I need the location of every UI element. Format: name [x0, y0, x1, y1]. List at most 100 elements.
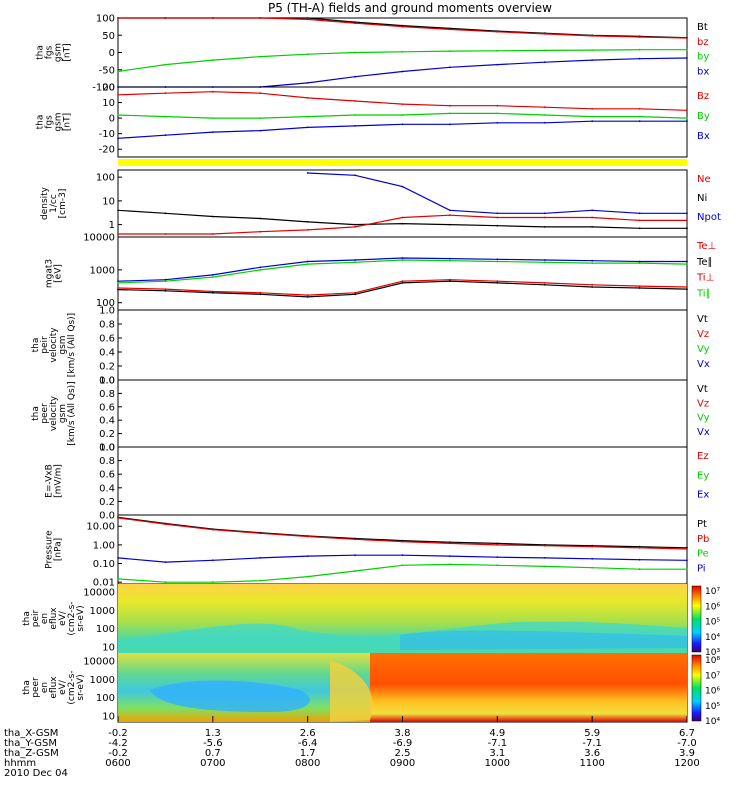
ephemeris-value: -6.4 [298, 738, 318, 749]
y-axis-label: tha [36, 115, 46, 130]
y-tick-label: 0 [109, 48, 115, 59]
ephemeris-row-label: tha_X-GSM [4, 728, 58, 739]
series-Pt [117, 516, 688, 549]
electron-spectrogram-right [370, 653, 687, 722]
data-point [306, 229, 309, 231]
data-point [401, 280, 404, 283]
data-point [449, 50, 451, 52]
legend-entry: Ey [697, 470, 709, 481]
ephemeris-value: 3.8 [395, 728, 411, 739]
ion-colorbar [691, 585, 702, 653]
quality-flag-bar [118, 159, 687, 166]
ephemeris-value: 3.9 [679, 748, 695, 759]
data-point [401, 554, 404, 557]
ephemeris-value: 1.3 [205, 728, 221, 739]
data-point [449, 278, 451, 281]
data-point [306, 221, 309, 223]
ephemeris-value: 1000 [485, 758, 510, 769]
data-point [306, 53, 309, 56]
data-point [543, 565, 546, 568]
data-point [591, 286, 594, 288]
data-point [401, 114, 404, 116]
panel-5: tha peir velocity gsm [km/s (All Qs)] 1.0 0.8 0… [31, 306, 710, 387]
data-point [164, 278, 167, 281]
data-point [306, 115, 309, 118]
data-point [591, 120, 594, 123]
y-tick-label: -20 [99, 145, 115, 156]
data-point [638, 212, 641, 215]
data-point [686, 263, 688, 265]
data-point [259, 579, 262, 582]
y-axis-label: [nPa] [54, 538, 64, 561]
data-point [401, 123, 404, 126]
y-tick-label: 0.6 [99, 334, 115, 345]
data-point [686, 37, 688, 39]
data-point [543, 49, 546, 52]
data-point [543, 212, 546, 215]
series-Bz [117, 90, 688, 112]
legend-entry: Vy [697, 413, 710, 424]
data-point [638, 287, 641, 289]
legend-entry: Ni [697, 193, 707, 204]
legend-entry: bx [697, 66, 709, 77]
data-point [686, 219, 688, 222]
series-Bx [117, 120, 688, 140]
y-axis-label: tha [22, 611, 32, 626]
data-point [543, 121, 546, 124]
colorbar-label: 10⁴ [705, 633, 720, 643]
legend-entry: Ti⊥ [696, 273, 714, 284]
y-axis-label: (cm2-s- [67, 670, 77, 704]
data-point [401, 185, 404, 188]
data-point [543, 61, 546, 64]
data-point [638, 227, 641, 230]
data-point [543, 261, 546, 264]
data-point [638, 219, 641, 222]
data-point [306, 97, 309, 99]
y-tick-label: 0.0 [99, 376, 115, 387]
data-point [354, 554, 356, 557]
panel-frame [117, 309, 688, 381]
data-point [449, 280, 451, 283]
data-point [686, 559, 688, 562]
y-axis-label: velocity [49, 395, 59, 431]
data-point [496, 63, 499, 66]
panel-frame [117, 514, 688, 585]
legend-entry: bz [697, 37, 709, 48]
data-point [354, 125, 356, 127]
data-point [164, 134, 167, 137]
legend-entry: Vy [697, 344, 710, 355]
data-point [164, 233, 167, 235]
y-tick-label: 0.10 [93, 559, 115, 570]
y-tick-label: 1.0 [99, 306, 115, 317]
data-point [496, 280, 499, 283]
data-point [638, 260, 641, 263]
data-point [354, 291, 356, 294]
data-point [211, 276, 214, 278]
data-point [638, 120, 641, 123]
data-point [543, 283, 546, 286]
data-point [117, 287, 119, 289]
y-tick-label: 1.0 [99, 443, 115, 454]
y-axis-label: sr-eV) [76, 674, 86, 700]
data-point [591, 209, 594, 212]
data-point [306, 555, 309, 557]
y-axis-label: gsm [54, 43, 64, 62]
data-point [259, 291, 262, 294]
series-line [307, 172, 687, 214]
y-tick-label: 20 [102, 83, 115, 94]
data-point [591, 545, 594, 548]
y-axis-label: en [40, 682, 50, 693]
y-tick-label: 10 [102, 643, 115, 654]
data-point [306, 260, 309, 263]
colorbar-label: 10⁵ [705, 618, 720, 628]
data-point [686, 260, 688, 263]
data-point [354, 75, 356, 78]
data-point [306, 17, 309, 19]
data-point [211, 215, 214, 218]
y-axis-label: velocity [49, 327, 59, 363]
data-point [211, 233, 214, 235]
data-point [117, 93, 119, 96]
y-axis-label: E=-VxB [45, 464, 55, 498]
